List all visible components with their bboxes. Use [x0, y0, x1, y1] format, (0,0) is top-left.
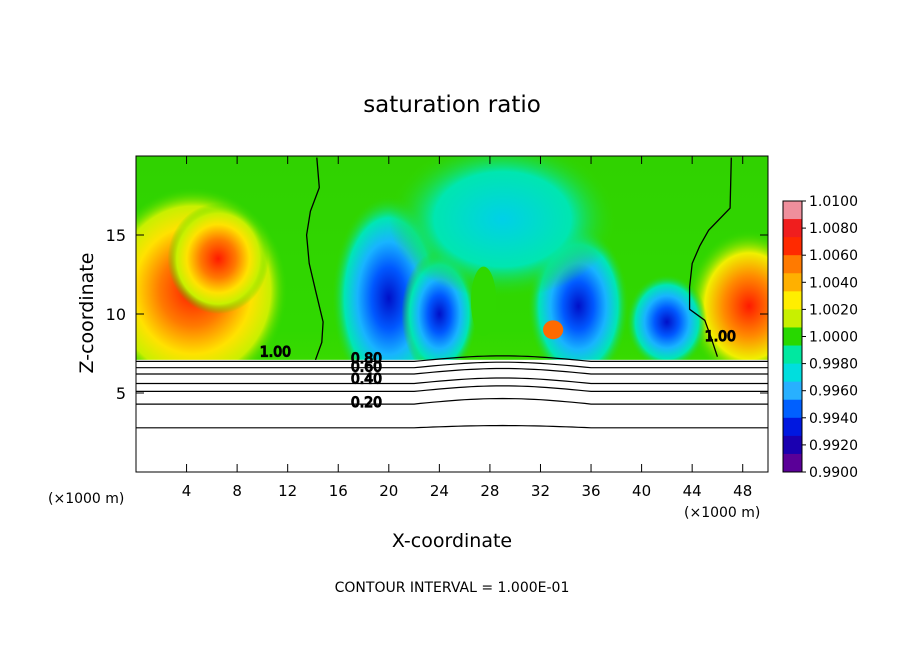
colorbar-swatch [783, 363, 802, 383]
warm-core-left [167, 203, 269, 314]
colorbar-swatch [783, 345, 802, 365]
contour-line-0 [305, 157, 324, 361]
colorbar-swatch [783, 237, 802, 256]
warm-region-right [685, 230, 768, 382]
contour-label-5: 1.00 [705, 329, 736, 345]
x-unit-right: (×1000 m) [684, 505, 760, 521]
colorbar-swatch [783, 399, 802, 419]
x-tick-label: 20 [379, 482, 398, 500]
layer-contour-6 [136, 424, 768, 429]
layer-contour-1 [136, 361, 768, 369]
colorbar-label: 1.0040 [809, 275, 858, 291]
layer-contour-0 [136, 355, 768, 362]
contour-line-1 [688, 157, 732, 357]
colorbar-swatch [783, 273, 802, 292]
colorbar-swatch [783, 255, 802, 274]
chart-title: saturation ratio [363, 92, 541, 118]
x-tick-label: 16 [329, 482, 348, 500]
contour-label-2: 0.60 [351, 360, 382, 376]
x-axis-label: X-coordinate [392, 530, 512, 552]
x-tick-label: 24 [430, 482, 449, 500]
colorbar-label: 1.0060 [809, 248, 858, 264]
layer-contour-3 [136, 377, 768, 385]
x-tick-label: 8 [232, 482, 242, 500]
colorbar-label: 0.9900 [809, 465, 858, 481]
contour-label-3: 0.40 [351, 372, 382, 388]
colorbar: 1.0100 1.0080 1.0060 1.0040 1.0020 1.0000 0.99… [782, 194, 858, 481]
contour-label-1: 0.80 [351, 351, 382, 367]
colorbar-swatch [783, 453, 802, 473]
colorbar-swatch [783, 435, 802, 455]
colorbar-label: 1.0080 [809, 221, 858, 237]
colorbar-swatch [783, 417, 802, 437]
x-tick-label: 32 [531, 482, 550, 500]
x-tick-label: 4 [182, 482, 192, 500]
colorbar-label: 0.9920 [809, 438, 858, 454]
colorbar-label: 0.9940 [809, 411, 858, 427]
colorbar-swatch [783, 201, 802, 220]
y-tick-label: 10 [106, 305, 126, 324]
colorbar-label: 1.0000 [809, 330, 858, 346]
colorbar-swatch [783, 291, 802, 310]
layer-contour-5 [136, 397, 768, 405]
x-tick-label: 40 [632, 482, 651, 500]
x-tick-label: 44 [683, 482, 702, 500]
colorbar-swatch [783, 327, 802, 347]
colorbar-swatch [783, 309, 802, 328]
supersaturated-spot [543, 320, 564, 340]
heatmap-field: 1.00 0.800.600.40 0.20 1.00 [136, 156, 768, 472]
contour-interval-note: CONTOUR INTERVAL = 1.000E-01 [335, 580, 570, 596]
y-axis-label: Z-coordinate [76, 253, 98, 374]
layer-contour-4 [136, 385, 768, 392]
layer-contour-2 [136, 367, 768, 375]
contour-label-0: 1.00 [260, 345, 291, 361]
cloud-core [470, 266, 497, 337]
y-axis: 5 10 15 [106, 226, 768, 403]
y-tick-label: 5 [116, 384, 126, 403]
x-tick-label: 48 [733, 482, 752, 500]
x-tick-label: 36 [581, 482, 600, 500]
cyan-upper-region [388, 156, 617, 299]
x-axis: 4 8 12 16 20 24 28 32 36 40 44 48 [182, 156, 752, 500]
dry-region-4 [626, 274, 708, 370]
x-unit-left: (×1000 m) [48, 491, 124, 507]
colorbar-swatch [783, 219, 802, 238]
contour-label-4: 0.20 [351, 395, 382, 411]
x-tick-label: 12 [278, 482, 297, 500]
subsaturated-layer [136, 359, 768, 472]
colorbar-label: 1.0100 [809, 194, 858, 210]
colorbar-label: 0.9960 [809, 384, 858, 400]
colorbar-label: 1.0020 [809, 302, 858, 318]
x-tick-label: 28 [480, 482, 499, 500]
y-tick-label: 15 [106, 226, 126, 245]
colorbar-swatch [783, 381, 802, 401]
colorbar-label: 0.9980 [809, 357, 858, 373]
